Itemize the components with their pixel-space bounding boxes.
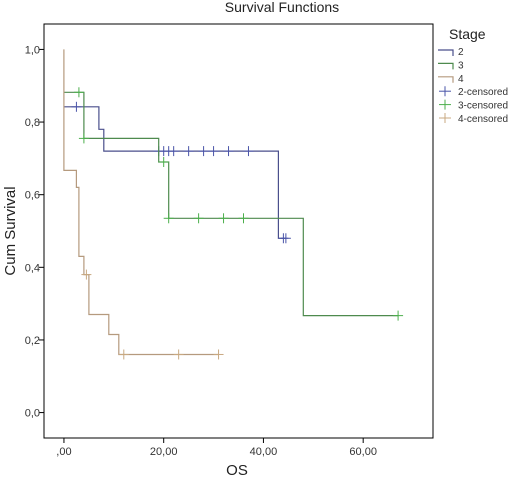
legend-item-2: 2 — [438, 47, 464, 58]
series-4-censor-mark — [118, 349, 129, 360]
plot-frame — [43, 23, 434, 439]
legend-item-3-censored: 3-censored — [439, 99, 508, 112]
legend-item-4-censored: 4-censored — [439, 113, 508, 125]
x-tick-label: 60,00 — [349, 446, 377, 458]
legend-item-2-censored: 2-censored — [439, 86, 508, 98]
series-3-censor-mark — [193, 213, 204, 224]
series-2-censor-mark — [223, 146, 234, 157]
x-axis: ,00 20,00 40,00 60,00 — [56, 438, 377, 458]
legend-label: 2-censored — [458, 87, 508, 98]
legend-line-swatch — [438, 62, 454, 70]
series-2-censor-mark — [183, 146, 194, 157]
legend-label: 3-censored — [458, 101, 508, 112]
legend-line-swatch — [438, 76, 454, 83]
chart-title: Survival Functions — [225, 0, 339, 15]
plot-series — [63, 49, 404, 360]
legend-title: Stage — [449, 26, 486, 42]
series-3-censor-mark — [158, 157, 169, 167]
series-3-censor-mark — [238, 213, 249, 224]
y-tick-label: 0,2 — [25, 335, 40, 347]
y-axis: 0,0 0,2 0,4 0,6 0,8 1,0 — [25, 44, 44, 420]
x-tick-label: 20,00 — [150, 446, 178, 458]
series-3-censor-mark — [78, 133, 89, 144]
y-tick-label: 0,0 — [25, 408, 40, 420]
x-axis-label: OS — [226, 462, 248, 479]
y-tick-label: 1,0 — [25, 44, 40, 56]
series-3-censor-mark — [163, 213, 174, 224]
series-4-censor-mark — [81, 269, 92, 280]
series-3-censor-mark — [73, 87, 84, 98]
series-3-line — [63, 91, 399, 317]
legend-item-3: 3 — [438, 60, 464, 71]
y-axis-label: Cum Survival — [2, 186, 19, 275]
y-tick-label: 0,4 — [25, 262, 40, 274]
series-4-censor-mark — [173, 349, 184, 360]
legend-label: 4-censored — [458, 114, 508, 125]
series-2-line — [63, 106, 286, 239]
series-4-line — [63, 49, 219, 356]
legend-label: 2 — [458, 47, 464, 58]
series-2-censor-mark — [208, 146, 219, 157]
series-2-censor-mark — [243, 146, 254, 157]
legend-censor-swatch — [439, 99, 451, 110]
x-tick-label: 40,00 — [250, 446, 278, 458]
legend-label: 3 — [458, 60, 464, 71]
legend-item-4: 4 — [438, 74, 464, 85]
legend-label: 4 — [458, 74, 464, 85]
series-3-censor-mark — [218, 213, 229, 224]
x-tick-label: ,00 — [56, 446, 71, 458]
legend-censor-swatch — [439, 113, 451, 123]
y-tick-label: 0,8 — [25, 117, 40, 129]
legend: 2 3 4 2-censored 3-censored 4-censored — [438, 47, 508, 125]
series-2-censor-mark — [168, 146, 179, 157]
series-2-censor-mark — [198, 146, 209, 157]
series-2-censor-mark — [71, 101, 82, 112]
legend-line-swatch — [438, 49, 454, 56]
legend-censor-swatch — [439, 86, 451, 97]
y-tick-label: 0,6 — [25, 190, 40, 202]
series-3-censor-mark — [393, 310, 404, 321]
series-2-censor-mark — [280, 233, 291, 244]
series-4-censor-mark — [213, 349, 224, 360]
